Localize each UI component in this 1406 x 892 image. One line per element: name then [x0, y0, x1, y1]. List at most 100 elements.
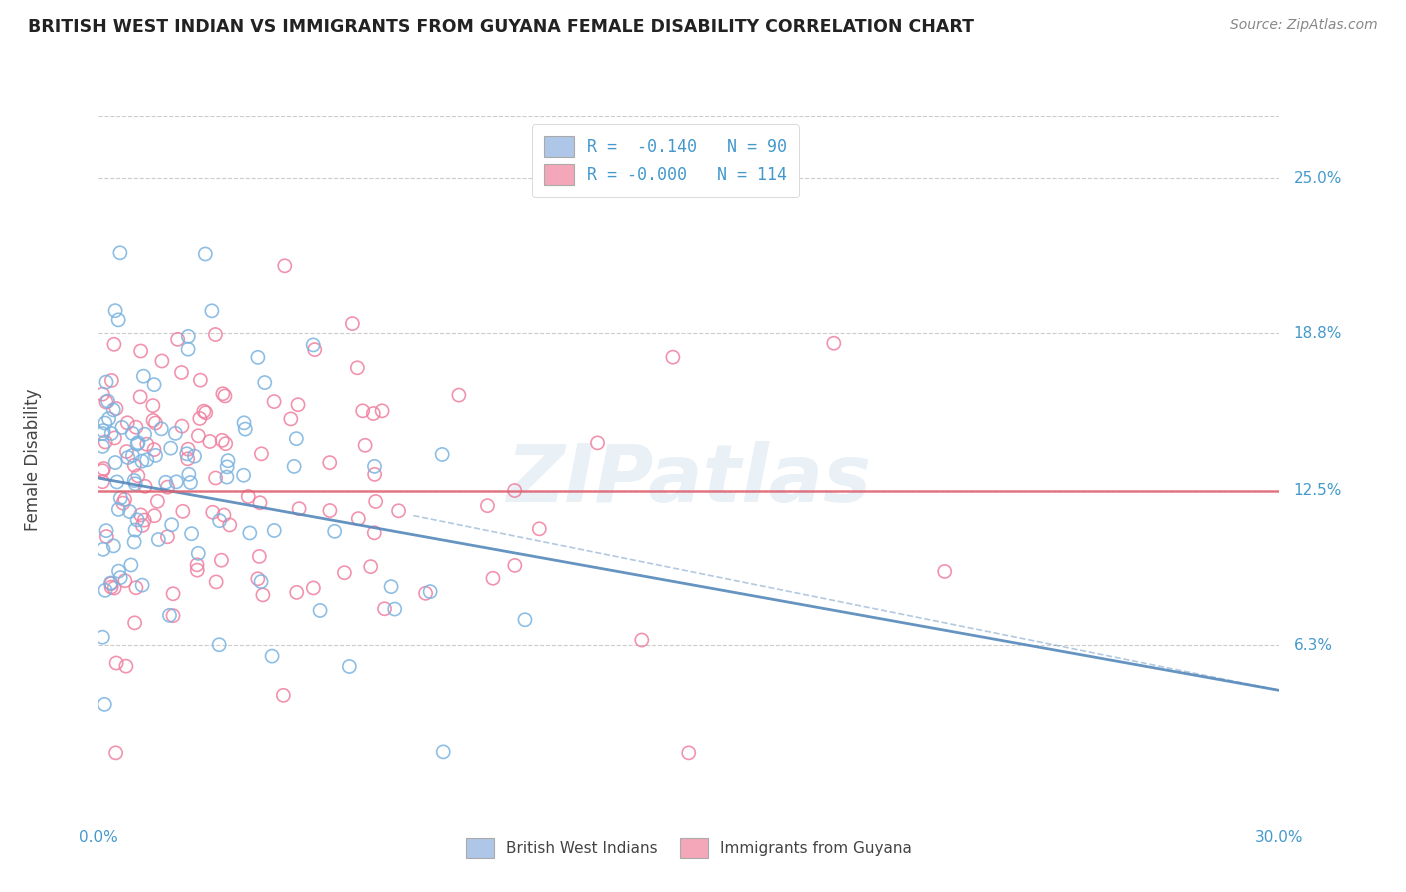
- Text: Female Disability: Female Disability: [24, 388, 42, 531]
- Point: [104, 746, 127, 760]
- Text: 25.0%: 25.0%: [1294, 171, 1341, 186]
- Point: [380, 580, 402, 594]
- Text: ZIPatlas: ZIPatlas: [506, 441, 872, 519]
- Point: [252, 588, 274, 602]
- Text: 30.0%: 30.0%: [1256, 830, 1303, 846]
- Point: [103, 581, 125, 595]
- Point: [135, 437, 157, 451]
- Point: [131, 518, 153, 533]
- Point: [447, 388, 470, 402]
- Point: [662, 350, 685, 364]
- Point: [143, 377, 166, 392]
- Point: [107, 313, 129, 327]
- Point: [211, 434, 233, 448]
- Point: [239, 526, 262, 541]
- Point: [342, 317, 364, 331]
- Point: [100, 426, 122, 441]
- Text: BRITISH WEST INDIAN VS IMMIGRANTS FROM GUYANA FEMALE DISABILITY CORRELATION CHAR: BRITISH WEST INDIAN VS IMMIGRANTS FROM G…: [28, 18, 974, 36]
- Point: [190, 373, 212, 387]
- Point: [204, 471, 226, 485]
- Point: [91, 387, 114, 401]
- Point: [363, 525, 385, 540]
- Point: [201, 303, 224, 318]
- Point: [194, 247, 217, 261]
- Point: [91, 630, 114, 644]
- Point: [176, 447, 198, 461]
- Point: [110, 491, 132, 505]
- Point: [124, 523, 146, 537]
- Point: [319, 456, 342, 470]
- Point: [218, 517, 240, 532]
- Point: [198, 434, 221, 449]
- Point: [309, 603, 332, 617]
- Point: [371, 404, 394, 418]
- Point: [111, 420, 134, 434]
- Point: [122, 474, 145, 488]
- Point: [285, 585, 308, 599]
- Point: [111, 496, 134, 510]
- Point: [103, 402, 125, 417]
- Point: [180, 526, 202, 541]
- Point: [107, 502, 129, 516]
- Point: [262, 649, 284, 664]
- Point: [129, 390, 152, 404]
- Point: [110, 571, 132, 585]
- Point: [124, 458, 146, 473]
- Text: 6.3%: 6.3%: [1294, 638, 1333, 653]
- Point: [108, 245, 131, 260]
- Point: [91, 426, 114, 441]
- Point: [477, 499, 499, 513]
- Point: [127, 468, 149, 483]
- Point: [352, 404, 374, 418]
- Point: [131, 454, 153, 468]
- Point: [115, 444, 138, 458]
- Point: [384, 602, 406, 616]
- Point: [132, 369, 155, 384]
- Point: [419, 584, 441, 599]
- Point: [586, 436, 609, 450]
- Point: [91, 475, 114, 489]
- Point: [285, 432, 308, 446]
- Point: [166, 332, 188, 346]
- Point: [374, 601, 396, 615]
- Point: [94, 583, 117, 598]
- Point: [513, 613, 536, 627]
- Point: [302, 581, 325, 595]
- Point: [103, 337, 125, 351]
- Point: [120, 558, 142, 572]
- Point: [148, 533, 170, 547]
- Point: [529, 522, 551, 536]
- Point: [91, 464, 114, 478]
- Point: [186, 563, 208, 577]
- Point: [346, 360, 368, 375]
- Point: [91, 439, 114, 453]
- Point: [232, 468, 254, 483]
- Point: [212, 386, 235, 401]
- Point: [103, 539, 125, 553]
- Point: [118, 504, 141, 518]
- Point: [142, 413, 165, 427]
- Point: [156, 530, 179, 544]
- Point: [187, 546, 209, 560]
- Text: 18.8%: 18.8%: [1294, 326, 1341, 341]
- Point: [177, 342, 200, 356]
- Point: [96, 529, 118, 543]
- Point: [114, 492, 136, 507]
- Point: [201, 505, 224, 519]
- Point: [100, 576, 122, 591]
- Point: [146, 494, 169, 508]
- Point: [177, 451, 200, 466]
- Point: [630, 633, 652, 648]
- Point: [214, 389, 236, 403]
- Point: [105, 475, 128, 489]
- Point: [104, 401, 127, 416]
- Point: [323, 524, 346, 539]
- Point: [250, 447, 273, 461]
- Point: [134, 513, 156, 527]
- Point: [165, 475, 187, 489]
- Point: [150, 354, 173, 368]
- Point: [134, 427, 156, 442]
- Point: [249, 496, 271, 510]
- Text: Source: ZipAtlas.com: Source: ZipAtlas.com: [1230, 18, 1378, 32]
- Point: [823, 336, 845, 351]
